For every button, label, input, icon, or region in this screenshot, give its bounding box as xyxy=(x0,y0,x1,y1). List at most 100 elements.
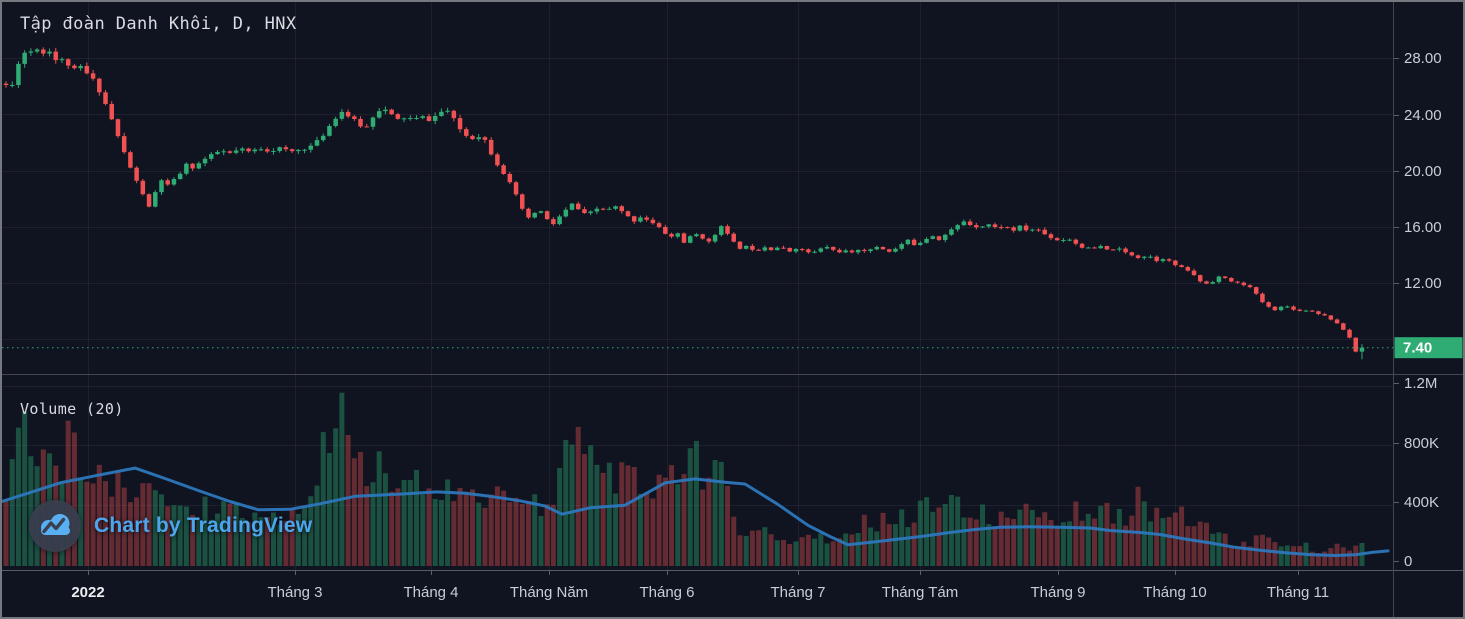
volume-bar xyxy=(625,465,631,566)
volume-bar xyxy=(1110,523,1116,566)
volume-bar xyxy=(1060,522,1066,566)
candle-body xyxy=(34,49,40,52)
candle-body xyxy=(893,248,898,252)
time-tick-label[interactable]: Tháng 7 xyxy=(770,584,825,601)
volume-bar xyxy=(451,501,457,566)
volume-bar xyxy=(930,511,936,566)
time-tick-label[interactable]: 2022 xyxy=(71,584,104,601)
tradingview-watermark[interactable]: Chart by TradingView xyxy=(29,500,312,552)
price-pane[interactable] xyxy=(2,2,1393,374)
volume-bar xyxy=(743,535,749,566)
candle-body xyxy=(1166,259,1172,261)
candle-body xyxy=(53,51,59,61)
volume-bar xyxy=(22,411,28,566)
volume-bar xyxy=(1272,542,1278,566)
time-tick-label[interactable]: Tháng 10 xyxy=(1143,584,1206,601)
candle-body xyxy=(1253,287,1259,294)
candle-body xyxy=(401,118,407,120)
volume-bar xyxy=(980,504,986,566)
volume-bar xyxy=(1197,521,1203,566)
candle-body xyxy=(538,211,544,213)
volume-bar xyxy=(177,505,183,566)
volume-bar xyxy=(563,439,569,566)
axis-tick-label: 24.00 xyxy=(1404,107,1442,124)
time-tick-label[interactable]: Tháng 9 xyxy=(1030,584,1085,601)
volume-bar xyxy=(1228,545,1234,566)
candle-body xyxy=(974,225,979,228)
volume-bar xyxy=(326,452,332,566)
axis-tick-label: 800K xyxy=(1404,435,1439,452)
candle-body xyxy=(482,137,488,140)
candle-body xyxy=(526,208,531,218)
volume-bar xyxy=(948,494,954,566)
volume-bar xyxy=(152,490,158,566)
candle-body xyxy=(862,249,867,252)
candle-body xyxy=(694,234,699,237)
time-tick-label[interactable]: Tháng 4 xyxy=(403,584,458,601)
volume-bar xyxy=(476,502,482,566)
time-tick-label[interactable]: Tháng 11 xyxy=(1267,584,1329,601)
candle-body xyxy=(283,147,289,150)
candle-body xyxy=(209,154,214,159)
candle-body xyxy=(395,114,401,119)
candle-body xyxy=(296,149,301,152)
volume-bar xyxy=(488,494,494,566)
candle-body xyxy=(1359,347,1365,352)
time-tick-label[interactable]: Tháng Năm xyxy=(510,584,588,601)
candle-body xyxy=(582,209,587,214)
volume-bar xyxy=(886,524,892,566)
volume-bar xyxy=(1135,486,1141,566)
candle-body xyxy=(41,49,46,54)
candle-body xyxy=(277,147,282,151)
axis-tick-label: 12.00 xyxy=(1404,275,1442,292)
candle-body xyxy=(426,116,432,121)
candle-body xyxy=(90,73,96,79)
candle-body xyxy=(376,111,382,118)
volume-bar xyxy=(283,520,289,566)
volume-bar xyxy=(432,498,438,566)
candle-body xyxy=(594,208,600,212)
candle-body xyxy=(320,135,326,141)
candle-body xyxy=(868,249,873,252)
volume-bar xyxy=(588,445,594,566)
candle-body xyxy=(1011,227,1016,231)
candle-body xyxy=(905,239,911,245)
volume-bar xyxy=(600,472,606,566)
volume-bar xyxy=(1154,507,1160,566)
time-tick-label[interactable]: Tháng Tám xyxy=(882,584,958,601)
volume-bar xyxy=(289,508,295,566)
volume-bar xyxy=(917,500,923,566)
volume-bar xyxy=(805,534,811,566)
volume-bar xyxy=(1079,520,1085,566)
volume-bar xyxy=(233,502,239,566)
volume-bar xyxy=(662,477,668,566)
candle-body xyxy=(1347,329,1352,338)
time-tick-label[interactable]: Tháng 3 xyxy=(267,584,322,601)
candle-body xyxy=(818,248,824,252)
price-axis[interactable] xyxy=(1394,2,1463,570)
symbol-legend[interactable]: Tập đoàn Danh Khôi, D, HNX xyxy=(20,14,297,34)
volume-indicator-legend[interactable]: Volume (20) xyxy=(20,400,124,418)
volume-ma20-line xyxy=(2,466,1390,557)
candle-body xyxy=(215,151,220,155)
candle-body xyxy=(719,226,724,235)
candle-body xyxy=(22,52,27,64)
volume-bar xyxy=(781,539,786,566)
volume-ma-layer xyxy=(2,466,1390,557)
time-tick-label[interactable]: Tháng 6 xyxy=(639,584,694,601)
volume-bar xyxy=(183,506,189,566)
candle-body xyxy=(59,59,65,61)
candle-body xyxy=(1216,276,1222,283)
volume-bar xyxy=(787,543,793,566)
candle-body xyxy=(190,163,195,169)
candle-body xyxy=(980,226,985,228)
volume-bar xyxy=(221,501,227,566)
candle-body xyxy=(165,180,170,185)
time-axis[interactable] xyxy=(2,570,1463,617)
axis-tick-label: 20.00 xyxy=(1404,163,1442,180)
volume-pane[interactable] xyxy=(2,374,1393,570)
volume-bar xyxy=(401,479,407,566)
candle-body xyxy=(880,246,886,250)
